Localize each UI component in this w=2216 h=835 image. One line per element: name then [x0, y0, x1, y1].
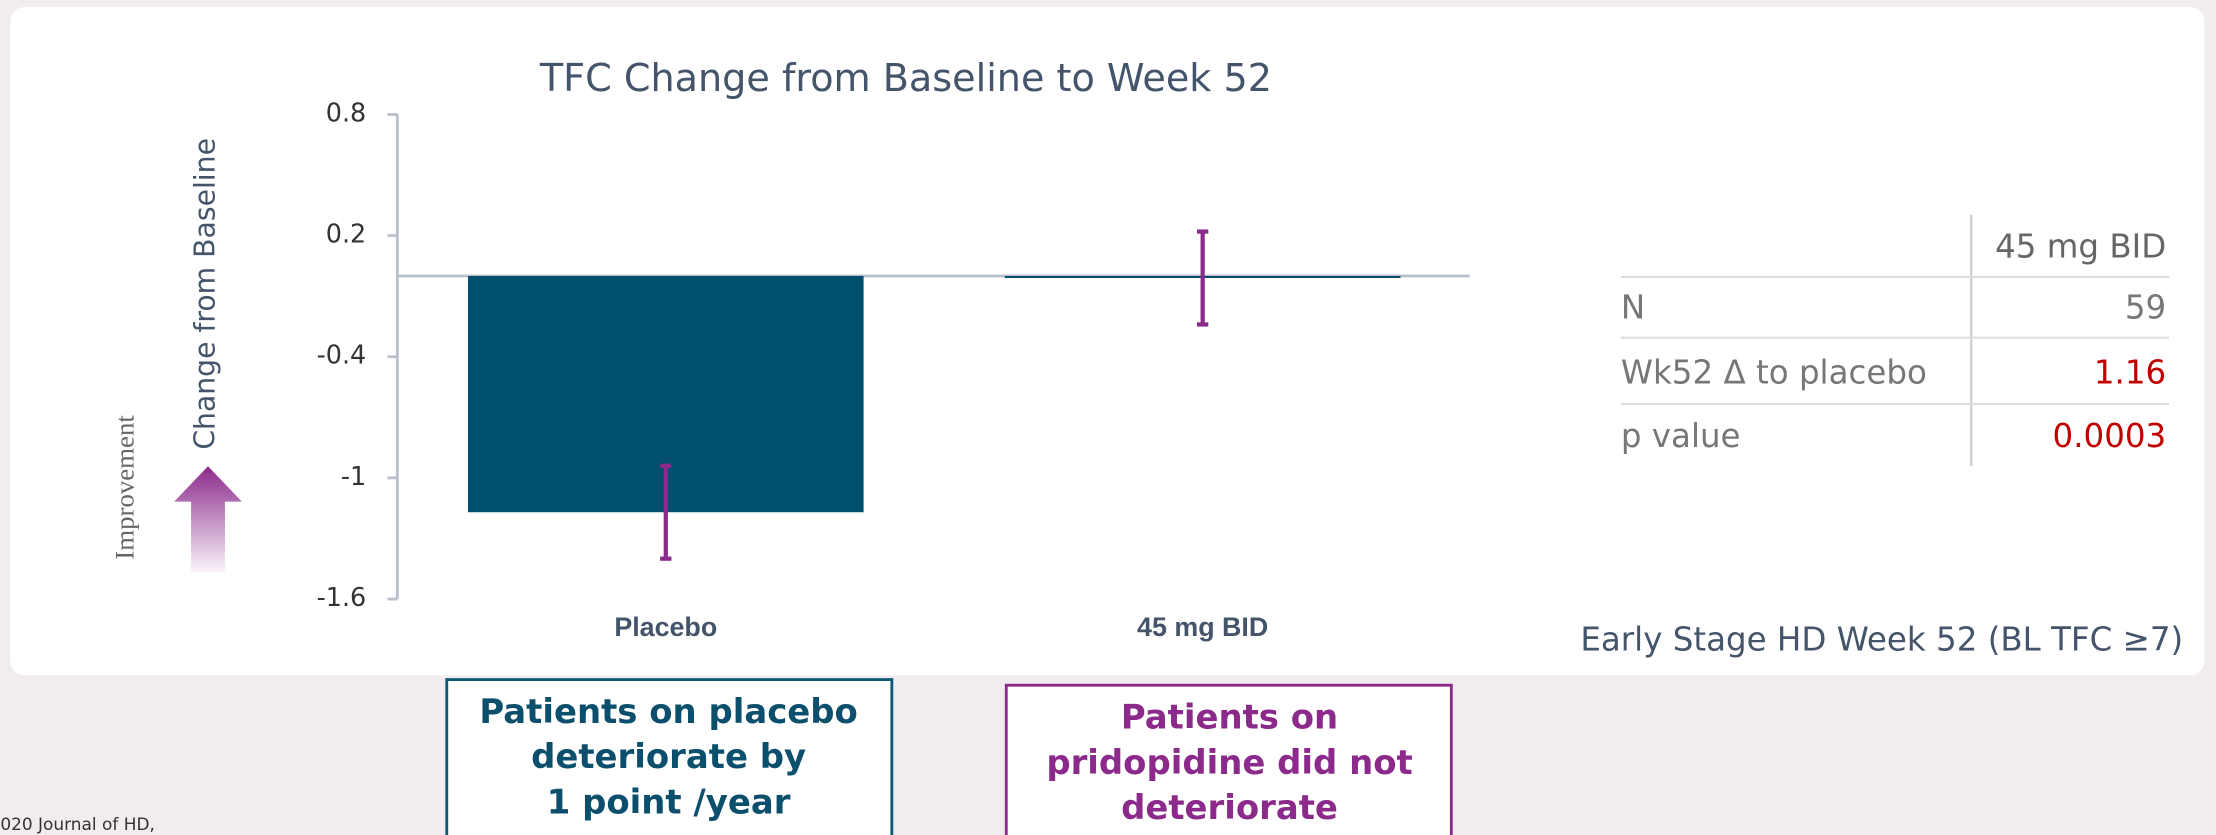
- table-value: 59: [2125, 288, 2166, 326]
- table-header: 45 mg BID: [1995, 228, 2166, 266]
- x-tick-label: Placebo: [614, 612, 717, 642]
- table-value: 1.16: [2094, 353, 2166, 391]
- y-tick-label: 0.8: [326, 97, 366, 127]
- callout-text: 1 point /year: [547, 782, 791, 821]
- table-value: 0.0003: [2053, 417, 2167, 455]
- improvement-label: Improvement: [110, 415, 140, 560]
- callout-text: deteriorate by: [531, 737, 806, 776]
- improvement-arrow: [174, 466, 242, 573]
- callout-box: [1004, 683, 1453, 835]
- note: Early Stage HD Week 52 (BL TFC ≥7): [1580, 620, 2183, 658]
- chart-title: TFC Change from Baseline to Week 52: [539, 56, 1272, 100]
- x-tick-label: 45 mg BID: [1137, 612, 1268, 642]
- table-label: p value: [1621, 417, 1741, 455]
- table-label: Wk52 Δ to placebo: [1621, 353, 1927, 391]
- y-tick-label: 0.2: [326, 219, 366, 249]
- callout-text: deteriorate: [1121, 788, 1338, 827]
- table-label: N: [1621, 288, 1645, 326]
- y-tick-label: -1: [341, 461, 366, 491]
- callout-box: [445, 678, 894, 835]
- callout-text: Patients on: [1121, 698, 1338, 737]
- callout-text: pridopidine did not: [1046, 743, 1412, 782]
- y-tick-label: -0.4: [317, 340, 367, 370]
- y-tick-label: -1.6: [317, 582, 367, 612]
- callout-text: Patients on placebo: [479, 692, 857, 731]
- y-axis-label: Change from Baseline: [189, 138, 222, 450]
- footer: 020 Journal of HD,: [0, 814, 155, 834]
